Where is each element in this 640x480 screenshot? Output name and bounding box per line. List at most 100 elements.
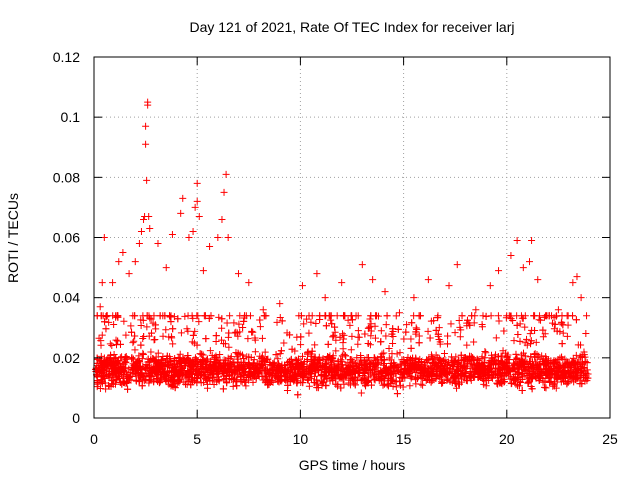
data-point: [268, 377, 276, 385]
data-point: [122, 358, 130, 366]
data-point: [202, 361, 210, 369]
data-point: [275, 378, 283, 386]
data-point: [103, 312, 111, 320]
data-point: [518, 371, 526, 379]
data-point: [171, 384, 179, 392]
data-point: [388, 376, 396, 384]
data-point: [340, 312, 348, 320]
data-point: [455, 359, 463, 367]
data-point: [541, 383, 549, 391]
data-point: [332, 380, 340, 388]
data-point: [331, 328, 339, 336]
data-point: [468, 312, 476, 320]
data-point: [513, 321, 521, 329]
data-point: [354, 333, 362, 341]
data-point: [328, 374, 336, 382]
data-point: [366, 323, 374, 331]
data-point: [439, 379, 447, 387]
data-point: [261, 348, 269, 356]
data-point-peak: [526, 258, 534, 266]
data-point: [137, 341, 145, 349]
data-point: [170, 378, 178, 386]
data-point: [521, 323, 529, 331]
data-point: [480, 358, 488, 366]
data-point-peak: [218, 215, 226, 223]
data-point: [408, 319, 416, 327]
data-point: [130, 361, 138, 369]
data-point: [299, 374, 307, 382]
data-point: [231, 329, 239, 337]
data-point: [327, 358, 335, 366]
data-point-peak: [143, 176, 151, 184]
data-point: [321, 372, 329, 380]
data-point: [492, 364, 500, 372]
data-point: [307, 364, 315, 372]
data-point: [105, 371, 113, 379]
data-point: [417, 370, 425, 378]
data-point: [173, 380, 181, 388]
data-point: [102, 313, 110, 321]
y-axis-label: ROTI / TECUs: [5, 193, 21, 283]
data-point: [199, 351, 207, 359]
data-point: [140, 332, 148, 340]
data-point: [110, 355, 118, 363]
data-point-peak: [220, 188, 228, 196]
data-point: [392, 383, 400, 391]
data-point: [523, 341, 531, 349]
data-point: [488, 358, 496, 366]
data-point: [139, 316, 147, 324]
data-point: [576, 380, 584, 388]
data-point: [127, 322, 135, 330]
data-point: [262, 312, 270, 320]
data-point: [223, 319, 231, 327]
data-point: [94, 380, 102, 388]
data-point: [93, 376, 101, 384]
data-point-peak: [358, 261, 366, 269]
data-point: [230, 366, 238, 374]
data-point: [487, 373, 495, 381]
data-point: [377, 327, 385, 335]
y-tick-label: 0.02: [53, 350, 80, 366]
data-point: [147, 315, 155, 323]
data-point-peak: [125, 270, 133, 278]
data-point-peak: [486, 282, 494, 290]
data-point: [361, 368, 369, 376]
data-point: [559, 321, 567, 329]
data-point: [440, 369, 448, 377]
data-point-peak: [115, 258, 123, 266]
data-point-peak: [146, 224, 154, 232]
data-point: [380, 380, 388, 388]
data-point: [436, 340, 444, 348]
data-point: [397, 368, 405, 376]
data-point: [259, 358, 267, 366]
data-point: [580, 364, 588, 372]
data-point: [320, 373, 328, 381]
data-point: [558, 312, 566, 320]
data-point: [400, 335, 408, 343]
data-point: [146, 373, 154, 381]
data-point: [348, 316, 356, 324]
data-point: [424, 365, 432, 373]
data-point: [355, 369, 363, 377]
data-point: [101, 358, 109, 366]
data-point: [532, 338, 540, 346]
data-point: [219, 385, 227, 393]
data-point: [299, 362, 307, 370]
data-point: [432, 326, 440, 334]
data-point: [377, 367, 385, 375]
data-point: [564, 369, 572, 377]
data-point-peak: [234, 270, 242, 278]
data-point: [584, 374, 592, 382]
data-point: [347, 312, 355, 320]
data-point: [545, 375, 553, 383]
data-point: [131, 312, 139, 320]
data-point: [164, 361, 172, 369]
data-point: [524, 379, 532, 387]
data-point: [412, 355, 420, 363]
data-point: [461, 356, 469, 364]
data-point: [287, 355, 295, 363]
data-point: [463, 316, 471, 324]
data-point: [535, 361, 543, 369]
data-point: [200, 357, 208, 365]
data-point: [425, 355, 433, 363]
